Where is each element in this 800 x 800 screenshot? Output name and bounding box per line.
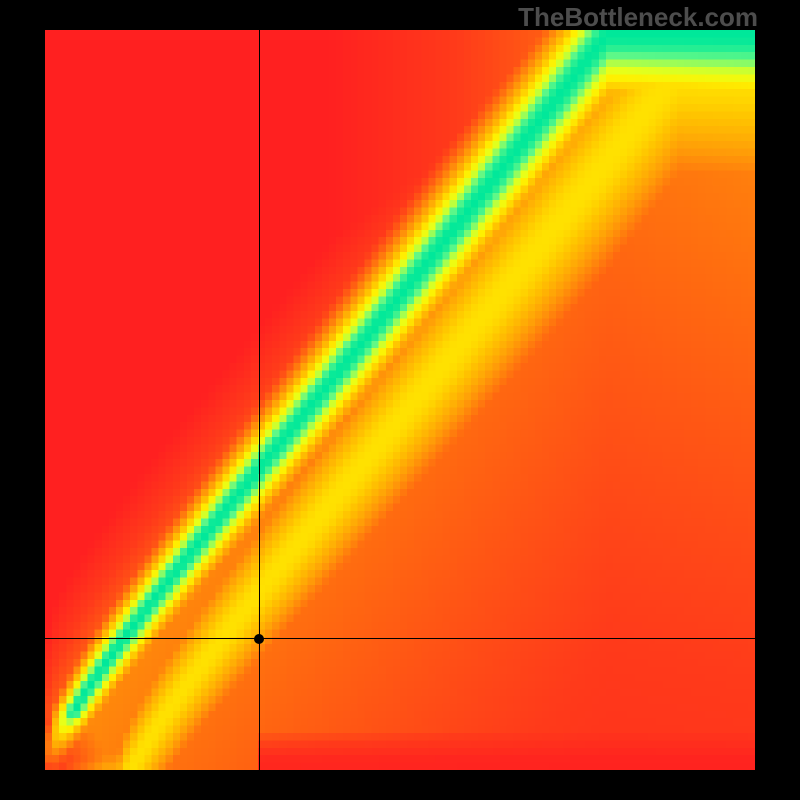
watermark-text: TheBottleneck.com [518,2,758,33]
crosshair-dot [254,634,264,644]
crosshair-horizontal-line [45,638,755,639]
crosshair-vertical-line [259,30,260,770]
bottleneck-heatmap [45,30,755,770]
